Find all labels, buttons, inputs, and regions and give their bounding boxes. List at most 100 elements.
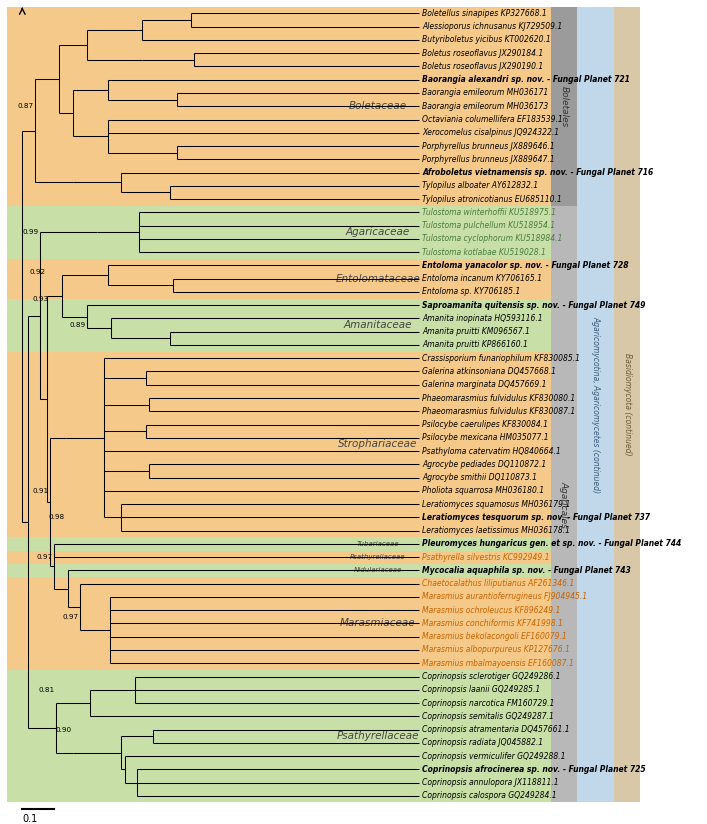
Bar (7, 564, 551, 577)
Text: Octaviania columellifera EF183539.1: Octaviania columellifera EF183539.1 (422, 115, 563, 124)
Bar (7, 206, 551, 259)
Text: Galerina marginata DQ457669.1: Galerina marginata DQ457669.1 (422, 380, 547, 389)
Text: 0.92: 0.92 (30, 269, 46, 275)
Text: Leratiomyces tesquorum sp. nov. - Fungal Planet 737: Leratiomyces tesquorum sp. nov. - Fungal… (422, 513, 650, 522)
Text: Marasmius mbalmayoensis EF160087.1: Marasmius mbalmayoensis EF160087.1 (422, 658, 574, 667)
Text: 0.1: 0.1 (23, 814, 37, 824)
Bar (614, 7, 641, 803)
Text: 0.87: 0.87 (17, 103, 33, 110)
Text: Pholiota squarrosa MH036180.1: Pholiota squarrosa MH036180.1 (422, 486, 544, 495)
Text: Strophariaceae: Strophariaceae (338, 439, 417, 449)
Bar (551, 206, 578, 803)
Text: 0.97: 0.97 (37, 555, 53, 560)
Text: Coprinopsis annulopora JX118811.1: Coprinopsis annulopora JX118811.1 (422, 778, 559, 787)
Text: Phaeomarasmius fulvidulus KF830087.1: Phaeomarasmius fulvidulus KF830087.1 (422, 407, 575, 416)
Text: Agrocybe pediades DQ110872.1: Agrocybe pediades DQ110872.1 (422, 460, 547, 469)
Bar (7, 352, 551, 537)
Text: Coprinopsis semitalis GQ249287.1: Coprinopsis semitalis GQ249287.1 (422, 712, 554, 721)
Text: Porphyrellus brunneus JX889647.1: Porphyrellus brunneus JX889647.1 (422, 155, 555, 164)
Text: Coprinopsis calospora GQ249284.1: Coprinopsis calospora GQ249284.1 (422, 791, 556, 800)
Text: Alessioporus ichnusanus KJ729509.1: Alessioporus ichnusanus KJ729509.1 (422, 22, 562, 31)
Text: Coprinopsis vermiculifer GQ249288.1: Coprinopsis vermiculifer GQ249288.1 (422, 751, 566, 761)
Text: Marasmius conchiformis KF741998.1: Marasmius conchiformis KF741998.1 (422, 619, 563, 628)
Text: Galerina atkinsoniana DQ457668.1: Galerina atkinsoniana DQ457668.1 (422, 367, 556, 376)
Text: Phaeomarasmius fulvidulus KF830080.1: Phaeomarasmius fulvidulus KF830080.1 (422, 394, 575, 402)
Text: 0.89: 0.89 (69, 322, 86, 328)
Text: 0.81: 0.81 (38, 686, 54, 693)
Bar (578, 7, 614, 803)
Text: 0.98: 0.98 (49, 514, 64, 521)
Text: Entolomataceae: Entolomataceae (335, 274, 420, 283)
Text: Agrocybe smithii DQ110873.1: Agrocybe smithii DQ110873.1 (422, 473, 537, 482)
Text: Marasmius albopurpureus KP127676.1: Marasmius albopurpureus KP127676.1 (422, 645, 570, 654)
Text: 0.99: 0.99 (23, 229, 39, 235)
Text: Chaetocalathus liliputianus AF261346.1: Chaetocalathus liliputianus AF261346.1 (422, 579, 574, 588)
Text: Tulostoma pulchellum KU518954.1: Tulostoma pulchellum KU518954.1 (422, 221, 555, 230)
Text: Mycocalia aquaphila sp. nov. - Fungal Planet 743: Mycocalia aquaphila sp. nov. - Fungal Pl… (422, 566, 631, 575)
Bar (7, 7, 551, 206)
Bar (7, 550, 551, 564)
Text: Marasmius ochroleucus KF896249.1: Marasmius ochroleucus KF896249.1 (422, 606, 561, 615)
Text: Tylopilus atronicotianus EU685110.1: Tylopilus atronicotianus EU685110.1 (422, 194, 562, 204)
Text: Coprinopsis radiata JQ045882.1: Coprinopsis radiata JQ045882.1 (422, 738, 543, 747)
Text: Entoloma sp. KY706185.1: Entoloma sp. KY706185.1 (422, 288, 520, 297)
Text: Psilocybe caerulipes KF830084.1: Psilocybe caerulipes KF830084.1 (422, 420, 548, 429)
Text: Coprinopsis afrocinerea sp. nov. - Fungal Planet 725: Coprinopsis afrocinerea sp. nov. - Funga… (422, 765, 645, 774)
Text: Boletales: Boletales (560, 86, 568, 127)
Text: Butyriboletus yicibus KT002620.1: Butyriboletus yicibus KT002620.1 (422, 35, 551, 44)
Text: Tylopilus alboater AY612832.1: Tylopilus alboater AY612832.1 (422, 181, 538, 190)
Text: Tulostoma winterhoffii KU518975.1: Tulostoma winterhoffii KU518975.1 (422, 208, 556, 217)
Text: Nidulariaceae: Nidulariaceae (354, 568, 402, 574)
Text: 0.93: 0.93 (33, 296, 49, 302)
Text: Amanita pruitti KM096567.1: Amanita pruitti KM096567.1 (422, 327, 530, 336)
Text: Xerocomelus cisalpinus JQ924322.1: Xerocomelus cisalpinus JQ924322.1 (422, 129, 559, 138)
Text: Leratiomyces laetissimus MH036178.1: Leratiomyces laetissimus MH036178.1 (422, 527, 570, 535)
Text: Psathyrellaceae: Psathyrellaceae (350, 554, 406, 560)
Bar (551, 7, 578, 206)
Text: Amanita pruitti KP866160.1: Amanita pruitti KP866160.1 (422, 340, 528, 349)
Text: Leratiomyces squamosus MH036179.1: Leratiomyces squamosus MH036179.1 (422, 499, 571, 508)
Text: 0.97: 0.97 (62, 614, 78, 620)
Text: Psathyrella silvestris KC992949.1: Psathyrella silvestris KC992949.1 (422, 553, 549, 562)
Text: Baorangia alexandri sp. nov. - Fungal Planet 721: Baorangia alexandri sp. nov. - Fungal Pl… (422, 75, 630, 84)
Text: Saproamanita quitensis sp. nov. - Fungal Planet 749: Saproamanita quitensis sp. nov. - Fungal… (422, 301, 645, 310)
Text: Psathyloma catervatim HQ840664.1: Psathyloma catervatim HQ840664.1 (422, 447, 561, 456)
Text: Boletellus sinapipes KP327668.1: Boletellus sinapipes KP327668.1 (422, 9, 547, 18)
Bar (7, 670, 551, 803)
Text: Boletus roseoflavus JX290190.1: Boletus roseoflavus JX290190.1 (422, 62, 544, 71)
Text: Porphyrellus brunneus JX889646.1: Porphyrellus brunneus JX889646.1 (422, 142, 555, 151)
Text: Coprinopsis atramentaria DQ457661.1: Coprinopsis atramentaria DQ457661.1 (422, 725, 570, 734)
Text: Entoloma yanacolor sp. nov. - Fungal Planet 728: Entoloma yanacolor sp. nov. - Fungal Pla… (422, 261, 629, 270)
Text: 0.90: 0.90 (55, 727, 71, 733)
Text: Marasmius aurantioferrugineus FJ904945.1: Marasmius aurantioferrugineus FJ904945.1 (422, 592, 588, 602)
Text: Baorangia emileorum MH036173: Baorangia emileorum MH036173 (422, 101, 549, 110)
Text: Agaricales: Agaricales (560, 480, 568, 527)
Text: Entoloma incanum KY706165.1: Entoloma incanum KY706165.1 (422, 274, 542, 283)
Bar (7, 577, 551, 670)
Text: Psathyrellaceae: Psathyrellaceae (337, 731, 419, 741)
Bar (7, 537, 551, 550)
Text: Boletaceae: Boletaceae (349, 101, 407, 111)
Text: Marasmiaceae: Marasmiaceae (340, 619, 416, 629)
Text: Agaricaceae: Agaricaceae (346, 227, 410, 237)
Text: Baorangia emileorum MH036171: Baorangia emileorum MH036171 (422, 88, 549, 97)
Text: Coprinopsis sclerotiger GQ249286.1: Coprinopsis sclerotiger GQ249286.1 (422, 672, 561, 681)
Text: Tulostoma kotlabae KU519028.1: Tulostoma kotlabae KU519028.1 (422, 248, 546, 256)
Text: Amanitaceae: Amanitaceae (344, 320, 412, 330)
Text: Afroboletus vietnamensis sp. nov. - Fungal Planet 716: Afroboletus vietnamensis sp. nov. - Fung… (422, 168, 653, 177)
Text: Pleuromyces hungaricus gen. et sp. nov. - Fungal Planet 744: Pleuromyces hungaricus gen. et sp. nov. … (422, 540, 682, 549)
Text: Agaricomycotina, Agaricomycetes (continued): Agaricomycotina, Agaricomycetes (continu… (591, 316, 600, 494)
Text: Tubariaceae: Tubariaceae (356, 541, 399, 547)
Text: Psilocybe mexicana HM035077.1: Psilocybe mexicana HM035077.1 (422, 433, 549, 442)
Text: Tulostoma cyclophorum KU518984.1: Tulostoma cyclophorum KU518984.1 (422, 234, 563, 243)
Text: Marasmius bekolacongoli EF160079.1: Marasmius bekolacongoli EF160079.1 (422, 632, 567, 641)
Text: Boletus roseoflavus JX290184.1: Boletus roseoflavus JX290184.1 (422, 49, 544, 58)
Text: 0.91: 0.91 (33, 488, 49, 494)
Text: Amanita inopinata HQ593116.1: Amanita inopinata HQ593116.1 (422, 314, 543, 323)
Text: Coprinopsis narcotica FM160729.1: Coprinopsis narcotica FM160729.1 (422, 699, 554, 708)
Bar (7, 259, 551, 298)
Text: Crassisporium funariophilum KF830085.1: Crassisporium funariophilum KF830085.1 (422, 353, 580, 363)
Text: Coprinopsis laanii GQ249285.1: Coprinopsis laanii GQ249285.1 (422, 686, 540, 695)
Text: Basidiomycota (continued): Basidiomycota (continued) (623, 353, 631, 456)
Bar (7, 298, 551, 352)
